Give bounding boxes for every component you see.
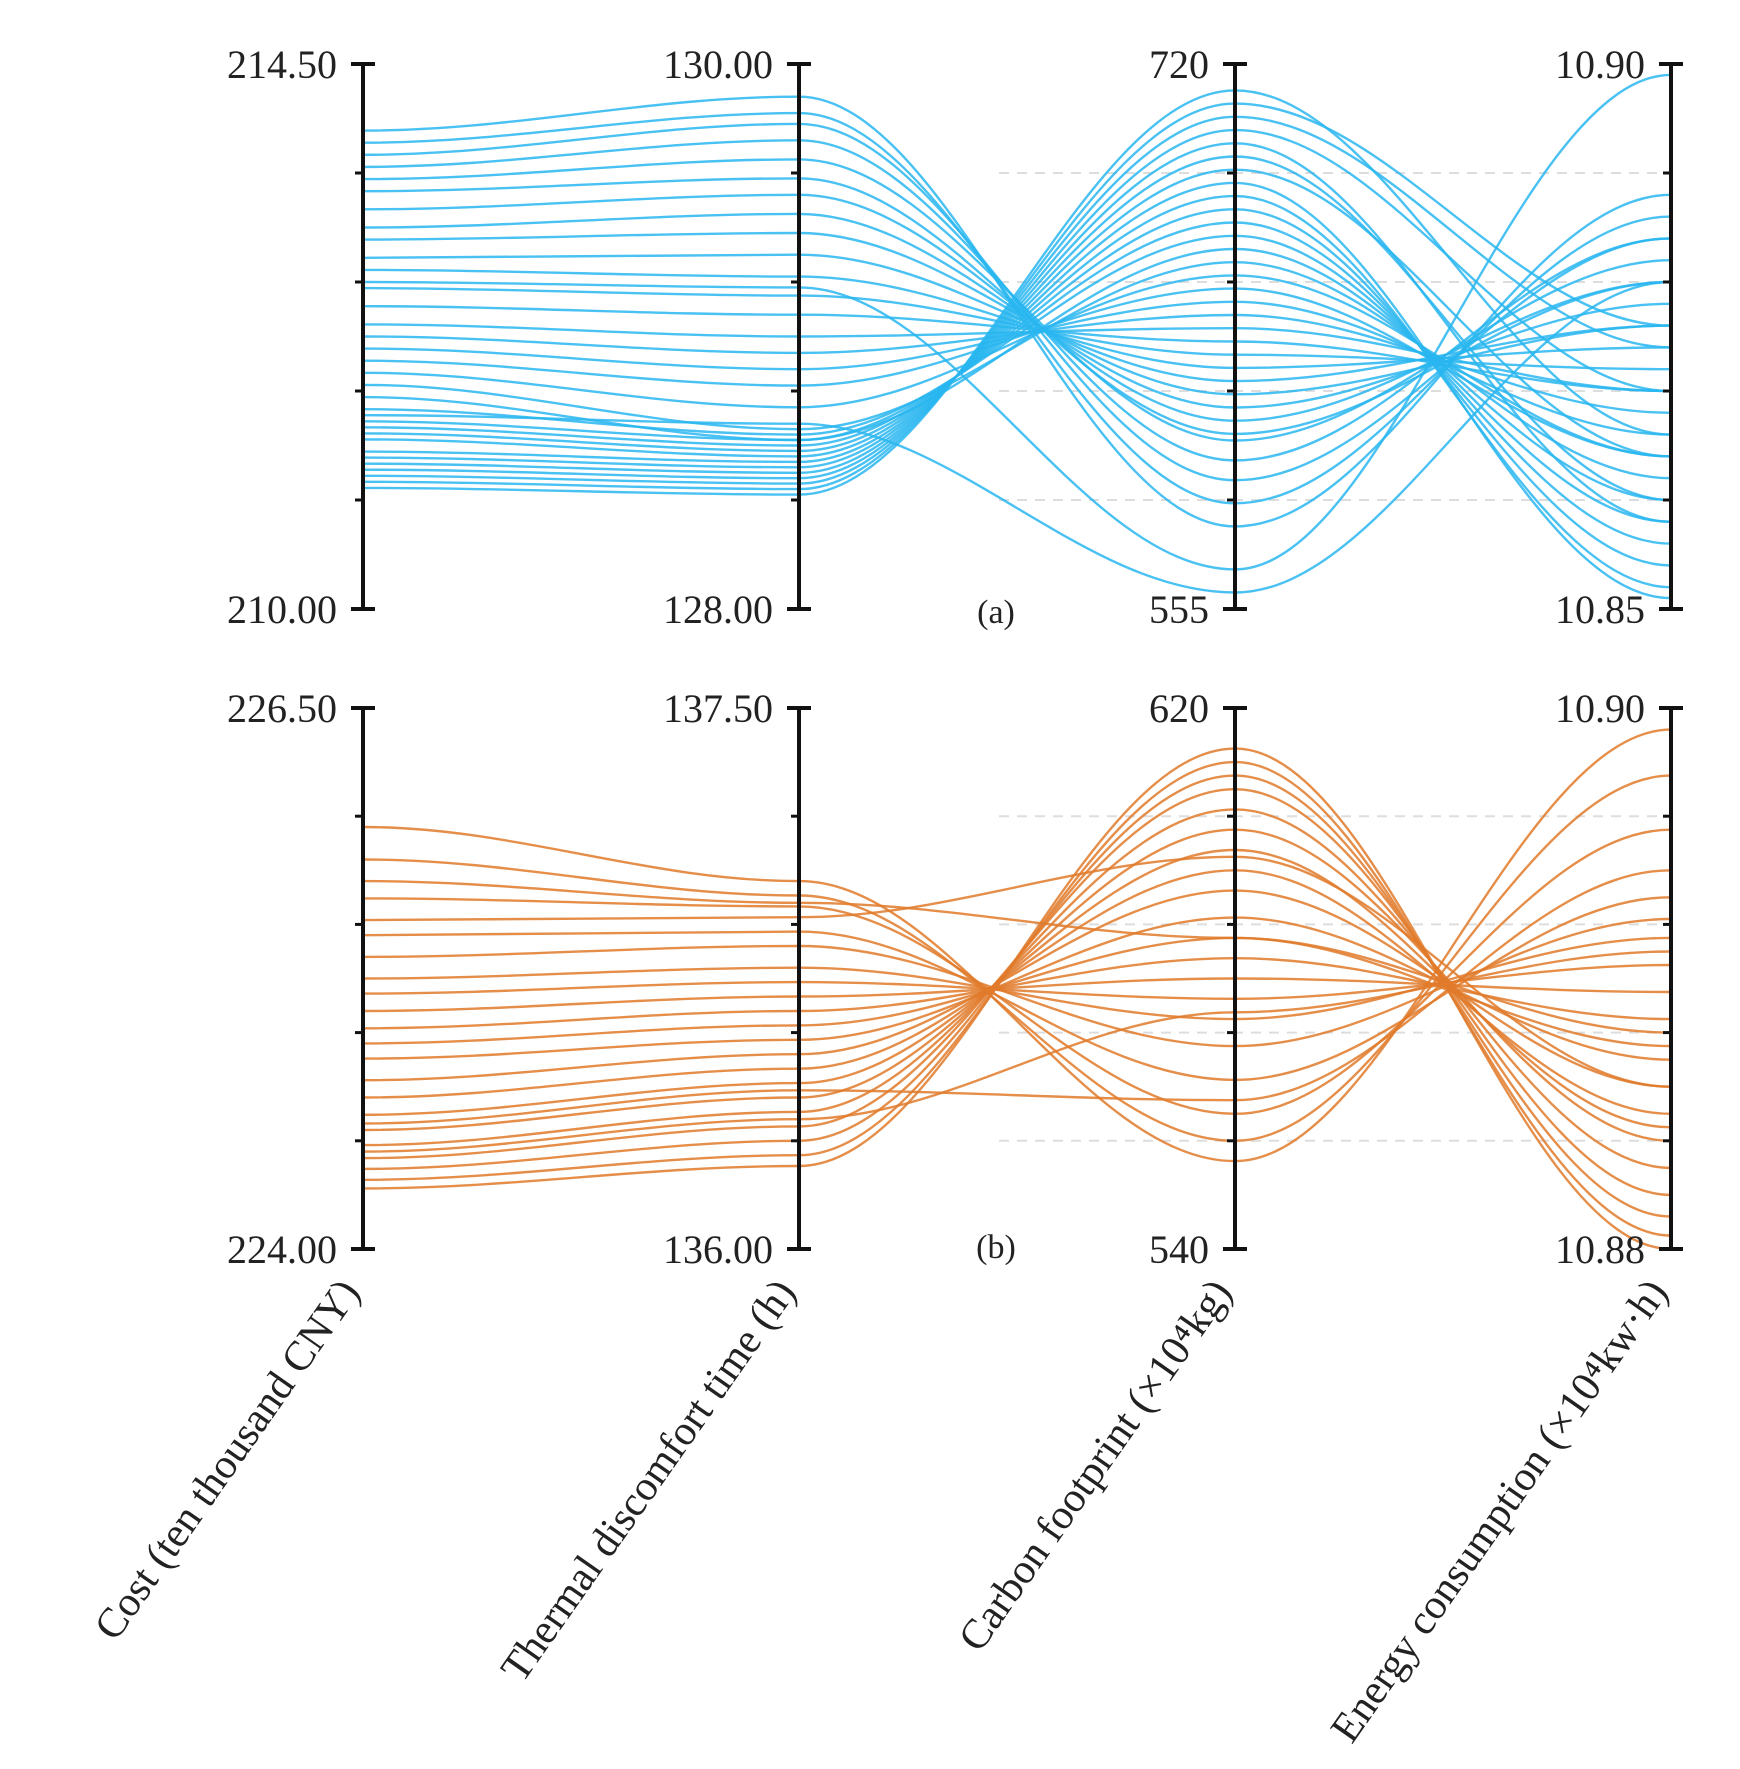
axis-title-3: Carbon footprint (×10⁴kg) xyxy=(950,1271,1241,1659)
series-line-20 xyxy=(362,747,1672,1251)
series-line-26 xyxy=(362,168,1672,464)
series-lines xyxy=(362,728,1672,1251)
axis-2: 137.50 136.00 xyxy=(663,686,811,1272)
series-line-17 xyxy=(362,787,1672,1197)
series-line-10 xyxy=(362,253,1672,383)
axis-title-1: Cost (ten thousand CNY) xyxy=(86,1271,369,1648)
axis-3: 620 540 xyxy=(1149,686,1247,1272)
axis-title-4: Energy consumption (×10⁴kw·h) xyxy=(1322,1271,1677,1750)
tick-label-min: 10.85 xyxy=(1555,587,1645,632)
axis-3: 720 555 xyxy=(1149,42,1247,632)
series-line-23 xyxy=(362,208,1672,567)
series-line-28 xyxy=(362,142,1672,523)
tick-label-min: 10.88 xyxy=(1555,1227,1645,1272)
axis-1: 226.50 224.00 xyxy=(227,686,375,1272)
series-line-6 xyxy=(362,936,1672,1021)
series-line-33 xyxy=(362,73,1672,571)
series-lines xyxy=(362,73,1672,600)
tick-label-max: 10.90 xyxy=(1555,42,1645,87)
series-line-21 xyxy=(362,855,1672,1088)
tick-label-max: 620 xyxy=(1149,686,1209,731)
panel-a: 214.50 210.00 130.00 128.00 720 555 10.90 10.85… xyxy=(227,42,1683,632)
axis-2: 130.00 128.00 xyxy=(663,42,811,632)
tick-label-min: 128.00 xyxy=(663,587,773,632)
series-line-34 xyxy=(362,280,1672,594)
series-line-31 xyxy=(362,102,1672,491)
tick-label-min: 555 xyxy=(1149,587,1209,632)
tick-label-max: 10.90 xyxy=(1555,686,1645,731)
series-line-29 xyxy=(362,128,1672,480)
tick-label-min: 540 xyxy=(1149,1227,1209,1272)
panel-b: 226.50 224.00 137.50 136.00 620 540 10.90 10.88… xyxy=(227,686,1683,1272)
series-line-1 xyxy=(362,728,1672,1163)
series-line-16 xyxy=(362,808,1672,1170)
series-line-22 xyxy=(362,869,1672,1125)
tick-label-max: 214.50 xyxy=(227,42,337,87)
series-line-6 xyxy=(362,177,1672,436)
series-line-30 xyxy=(362,115,1672,485)
series-line-23 xyxy=(362,950,1672,1153)
panel-label: (b) xyxy=(976,1229,1016,1266)
series-line-27 xyxy=(362,155,1672,502)
series-line-19 xyxy=(362,260,1672,480)
series-line-13 xyxy=(362,869,1672,1115)
series-line-21 xyxy=(362,234,1672,523)
tick-label-max: 137.50 xyxy=(663,686,773,731)
series-line-22 xyxy=(362,221,1672,545)
panel-label: (a) xyxy=(977,594,1015,631)
axis-1: 214.50 210.00 xyxy=(227,42,375,632)
axis-titles: Cost (ten thousand CNY) Thermal discomfor… xyxy=(86,1271,1677,1750)
axis-4: 10.90 10.85 xyxy=(1555,42,1683,632)
axis-4: 10.90 10.88 xyxy=(1555,686,1683,1272)
tick-label-max: 130.00 xyxy=(663,42,773,87)
tick-label-max: 720 xyxy=(1149,42,1209,87)
series-line-3 xyxy=(362,828,1672,1116)
tick-label-max: 226.50 xyxy=(227,686,337,731)
series-line-25 xyxy=(362,181,1672,600)
series-line-24 xyxy=(362,879,1672,1034)
axis-title-2: Thermal discomfort time (h) xyxy=(493,1271,806,1690)
tick-label-min: 210.00 xyxy=(227,587,337,632)
tick-label-min: 224.00 xyxy=(227,1227,337,1272)
series-line-15 xyxy=(362,828,1672,1142)
series-line-32 xyxy=(362,89,1672,496)
series-line-18 xyxy=(362,774,1672,1218)
tick-label-min: 136.00 xyxy=(663,1227,773,1272)
series-line-2 xyxy=(362,774,1672,1143)
